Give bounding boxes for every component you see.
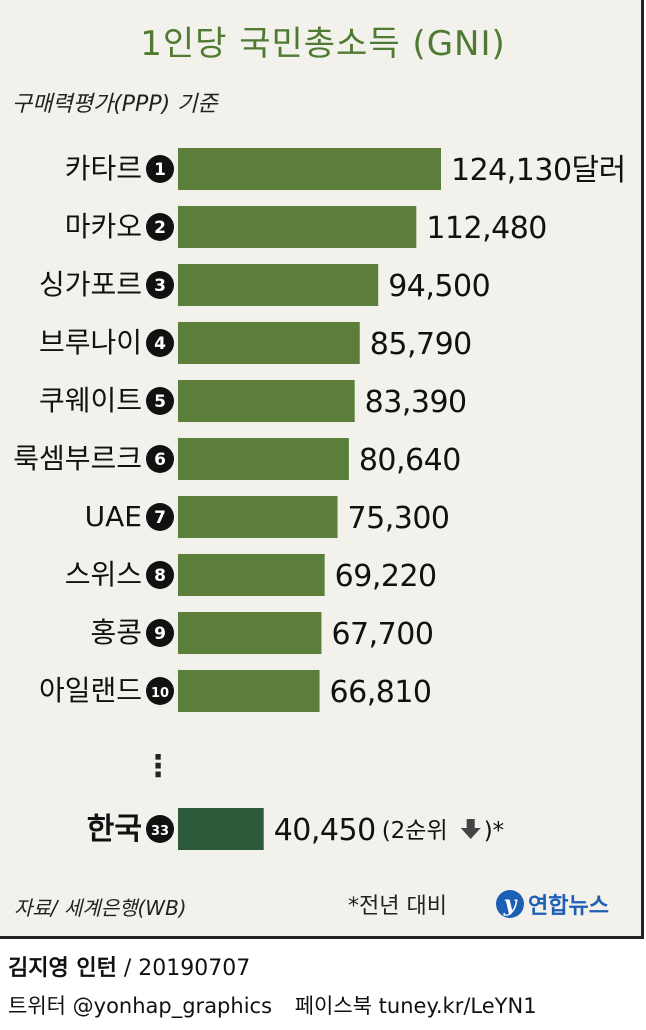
row-6-rank-number: 6	[154, 450, 166, 470]
korea-rank-badge	[146, 815, 174, 843]
row-7-rank-number: 7	[154, 508, 166, 528]
author-name: 김지영 인턴	[8, 956, 117, 981]
row-8-rank-badge	[146, 561, 174, 589]
row-1-rank-number: 1	[154, 160, 166, 180]
row-9-country-label: 홍콩	[90, 616, 142, 649]
social-links: 트위터 @yonhap_graphics 페이스북 tuney.kr/LeYN1	[8, 990, 553, 1020]
logo-text: 연합뉴스	[528, 894, 609, 919]
row-4-rank-badge	[146, 329, 174, 357]
row-2-rank-badge	[146, 213, 174, 241]
twitter-link[interactable]: 트위터 @yonhap_graphics	[8, 994, 273, 1018]
row-7-bar	[178, 496, 338, 538]
row-5-bar	[178, 380, 355, 422]
row-2-bar	[178, 206, 417, 248]
row-4-country-label: 브루나이	[39, 326, 142, 359]
credit-line: 김지영 인턴 / 20190707	[8, 950, 250, 982]
row-4-value-label: 85,790	[370, 327, 472, 362]
row-3-value-label: 94,500	[388, 269, 490, 304]
row-1-country-label: 카타르	[65, 152, 142, 185]
row-10-rank-number: 10	[151, 686, 169, 701]
source-note: 자료/ 세계은행(WB)	[14, 896, 187, 920]
row-6-bar	[178, 438, 349, 480]
yonhap-logo-icon: y	[496, 890, 524, 918]
korea-rank-number: 33	[151, 824, 169, 839]
row-4-rank-number: 4	[154, 334, 166, 354]
row-8-bar	[178, 554, 325, 596]
row-7-value-label: 75,300	[348, 501, 450, 536]
yonhap-logo: y 연합뉴스	[496, 888, 609, 920]
row-10-rank-badge	[146, 677, 174, 705]
row-8-country-label: 스위스	[65, 558, 142, 591]
chart-title: 1인당 국민총소득 (GNI)	[140, 24, 506, 64]
row-10-bar	[178, 670, 320, 712]
row-3-bar	[178, 264, 379, 306]
row-3-rank-number: 3	[154, 276, 166, 296]
row-5-rank-number: 5	[154, 392, 166, 412]
row-9-value-label: 67,700	[331, 617, 433, 652]
row-5-value-label: 83,390	[365, 385, 467, 420]
row-3-country-label: 싱가포르	[39, 268, 142, 301]
row-2-country-label: 마카오	[65, 210, 142, 243]
row-4-bar	[178, 322, 360, 364]
row-5-country-label: 쿠웨이트	[39, 384, 142, 417]
korea-value-label: 40,450	[274, 813, 376, 848]
row-8-value-label: 69,220	[335, 559, 437, 594]
row-9-rank-badge	[146, 619, 174, 647]
chart-subtitle: 구매력평가(PPP) 기준	[12, 92, 218, 117]
comparison-note: *전년 대비	[348, 894, 447, 919]
facebook-link[interactable]: 페이스북 tuney.kr/LeYN1	[294, 994, 537, 1018]
row-1-bar	[178, 148, 441, 190]
row-2-value-label: 112,480	[426, 211, 547, 246]
row-2-rank-number: 2	[154, 218, 166, 238]
row-1-rank-badge	[146, 155, 174, 183]
korea-note-tail: )*	[484, 818, 504, 844]
row-7-rank-badge	[146, 503, 174, 531]
publish-date: / 20190707	[123, 956, 251, 981]
ellipsis-dots: ⋮	[143, 749, 173, 784]
korea-bar	[178, 808, 264, 850]
row-10-value-label: 66,810	[330, 675, 432, 710]
row-3-rank-badge	[146, 271, 174, 299]
korea-rank-change-note: (2순위	[382, 818, 448, 844]
row-8-rank-number: 8	[154, 566, 166, 586]
row-9-bar	[178, 612, 322, 654]
row-9-rank-number: 9	[154, 624, 166, 644]
row-1-value-label: 124,130달러	[451, 153, 626, 188]
row-7-country-label: UAE	[85, 500, 142, 533]
row-10-country-label: 아일랜드	[39, 674, 142, 707]
down-arrow-icon	[460, 819, 481, 839]
row-6-country-label: 룩셈부르크	[13, 442, 142, 475]
korea-country-label: 한국	[87, 812, 142, 847]
row-6-rank-badge	[146, 445, 174, 473]
row-6-value-label: 80,640	[359, 443, 461, 478]
row-5-rank-badge	[146, 387, 174, 415]
